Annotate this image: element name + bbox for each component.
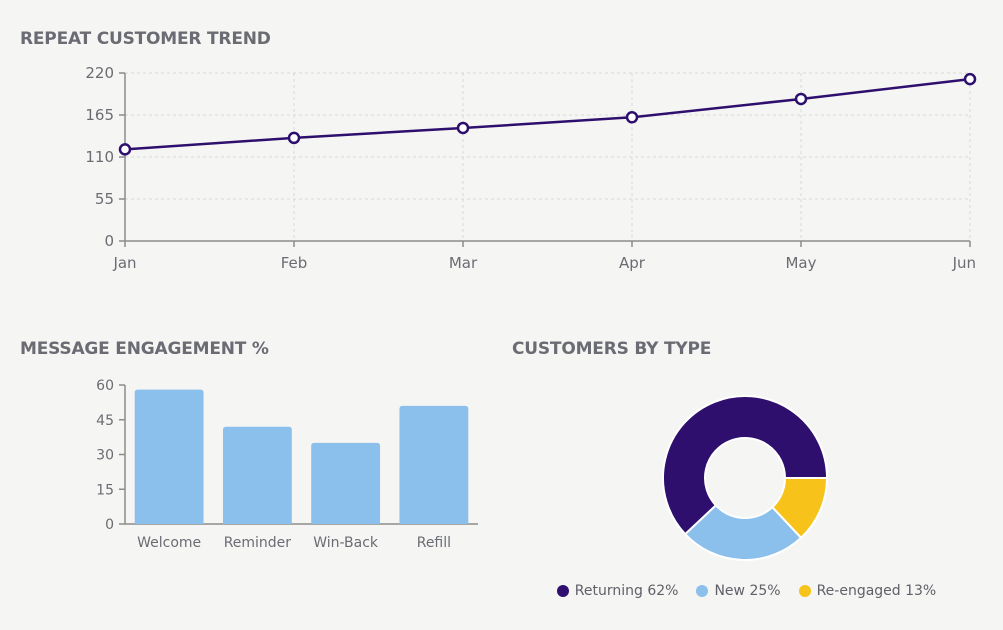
y-tick-label-0: 0 <box>104 232 114 250</box>
slice-returning <box>662 395 829 536</box>
x-tick-label-apr: Apr <box>619 254 646 272</box>
repeat-customer-trend-title: REPEAT CUSTOMER TREND <box>20 29 271 49</box>
slice-reengaged <box>770 477 829 540</box>
legend-item-returning[interactable]: Returning 62% <box>556 583 679 599</box>
message-engagement-chart: 0 15 30 45 60 Welcome Reminder Win-Back Refill <box>96 378 478 551</box>
customers-by-type-legend: Returning 62% New 25% Re-engaged 13% <box>0 583 1003 599</box>
series-line <box>124 77 971 151</box>
legend-label-reengaged: Re-engaged 13% <box>816 583 937 599</box>
data-point-jun <box>963 72 977 86</box>
data-point-feb <box>287 131 301 145</box>
bar-reminder <box>222 426 292 524</box>
bar-y-tick-label-0: 0 <box>105 517 114 533</box>
y-tick-label-4: 220 <box>85 64 114 82</box>
bar-welcome <box>134 389 204 524</box>
bar-y-tick-label-3: 45 <box>96 413 114 429</box>
y-tick-label-1: 55 <box>95 190 114 208</box>
bar-label-win-back: Win-Back <box>313 535 379 551</box>
legend-item-reengaged[interactable]: Re-engaged 13% <box>798 583 937 599</box>
data-point-may <box>794 92 808 106</box>
bar-win-back <box>311 442 381 524</box>
x-tick-label-may: May <box>785 254 816 272</box>
bar-label-refill: Refill <box>417 535 451 551</box>
bar-y-tick-label-2: 30 <box>96 448 114 464</box>
legend-swatch-reengaged <box>798 585 811 597</box>
legend-item-new[interactable]: New 25% <box>696 583 781 599</box>
x-tick-label-feb: Feb <box>281 254 308 272</box>
repeat-customer-trend-chart: 0 55 110 165 220 Jan Feb Mar Apr May Jun <box>85 64 977 272</box>
x-tick-label-jun: Jun <box>952 254 976 272</box>
legend-swatch-returning <box>556 585 569 597</box>
bar-label-welcome: Welcome <box>137 535 201 551</box>
bar-y-tick-label-4: 60 <box>96 378 114 394</box>
bar-y-tick-label-1: 15 <box>96 482 114 498</box>
customers-by-type-title: CUSTOMERS BY TYPE <box>512 339 712 359</box>
x-tick-label-jan: Jan <box>112 254 136 272</box>
message-engagement-title: MESSAGE ENGAGEMENT % <box>20 339 269 359</box>
x-tick-label-mar: Mar <box>449 254 478 272</box>
legend-label-returning: Returning 62% <box>574 583 679 599</box>
legend-label-new: New 25% <box>714 583 781 599</box>
y-tick-label-3: 165 <box>85 106 114 124</box>
slice-new <box>683 503 803 561</box>
legend-swatch-new <box>696 585 709 597</box>
y-tick-label-2: 110 <box>85 148 114 166</box>
data-point-mar <box>456 121 470 135</box>
bar-refill <box>399 405 469 524</box>
data-point-apr <box>625 111 639 124</box>
data-point-jan <box>118 143 132 156</box>
bar-label-reminder: Reminder <box>224 535 292 551</box>
